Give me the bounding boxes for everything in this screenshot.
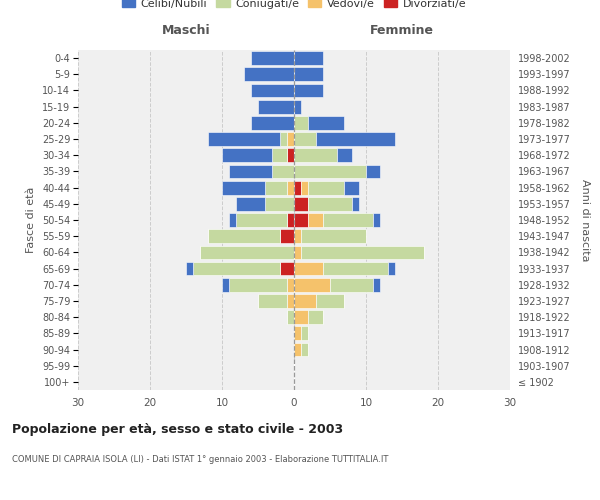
Text: Femmine: Femmine <box>370 24 434 37</box>
Text: Popolazione per età, sesso e stato civile - 2003: Popolazione per età, sesso e stato civil… <box>12 422 343 436</box>
Bar <box>265 180 287 194</box>
Bar <box>337 148 352 162</box>
Bar <box>287 132 294 146</box>
Bar <box>301 342 308 356</box>
Bar <box>280 132 287 146</box>
Text: Maschi: Maschi <box>161 24 211 37</box>
Bar <box>294 213 308 227</box>
Bar <box>236 213 287 227</box>
Bar <box>294 100 301 114</box>
Bar <box>258 100 294 114</box>
Bar <box>294 132 316 146</box>
Bar <box>280 230 294 243</box>
Bar <box>308 116 344 130</box>
Bar <box>308 197 352 210</box>
Bar <box>294 326 301 340</box>
Bar <box>208 230 280 243</box>
Bar <box>294 262 323 276</box>
Bar <box>294 197 308 210</box>
Bar <box>352 197 359 210</box>
Bar <box>222 278 229 291</box>
Bar <box>229 164 272 178</box>
Bar <box>272 148 287 162</box>
Bar <box>366 164 380 178</box>
Bar <box>280 262 294 276</box>
Bar <box>388 262 395 276</box>
Bar <box>265 197 294 210</box>
Bar <box>308 180 344 194</box>
Bar <box>294 148 337 162</box>
Bar <box>330 278 373 291</box>
Bar <box>208 132 280 146</box>
Bar <box>236 197 265 210</box>
Bar <box>373 213 380 227</box>
Bar <box>287 278 294 291</box>
Bar <box>294 246 301 260</box>
Bar <box>294 180 301 194</box>
Bar <box>301 180 308 194</box>
Bar <box>251 84 294 98</box>
Bar <box>323 213 373 227</box>
Bar <box>308 213 323 227</box>
Bar <box>251 116 294 130</box>
Bar <box>287 310 294 324</box>
Bar <box>294 68 323 81</box>
Bar <box>301 326 308 340</box>
Bar <box>229 213 236 227</box>
Bar <box>323 262 388 276</box>
Bar <box>251 51 294 65</box>
Bar <box>294 342 301 356</box>
Bar <box>316 294 344 308</box>
Bar <box>222 148 272 162</box>
Bar <box>193 262 280 276</box>
Bar <box>301 246 424 260</box>
Bar <box>294 310 308 324</box>
Y-axis label: Anni di nascita: Anni di nascita <box>580 179 590 261</box>
Bar <box>186 262 193 276</box>
Bar <box>229 278 287 291</box>
Bar <box>244 68 294 81</box>
Y-axis label: Fasce di età: Fasce di età <box>26 187 37 253</box>
Bar <box>287 213 294 227</box>
Bar <box>294 294 316 308</box>
Bar <box>294 51 323 65</box>
Bar <box>308 310 323 324</box>
Bar <box>294 278 330 291</box>
Bar <box>294 84 323 98</box>
Bar <box>294 230 301 243</box>
Bar <box>287 180 294 194</box>
Bar <box>294 116 308 130</box>
Bar <box>316 132 395 146</box>
Bar <box>294 164 366 178</box>
Bar <box>222 180 265 194</box>
Legend: Celibi/Nubili, Coniugati/e, Vedovi/e, Divorziati/e: Celibi/Nubili, Coniugati/e, Vedovi/e, Di… <box>118 0 470 13</box>
Bar <box>301 230 366 243</box>
Bar <box>200 246 294 260</box>
Bar <box>373 278 380 291</box>
Bar <box>287 148 294 162</box>
Bar <box>344 180 359 194</box>
Text: COMUNE DI CAPRAIA ISOLA (LI) - Dati ISTAT 1° gennaio 2003 - Elaborazione TUTTITA: COMUNE DI CAPRAIA ISOLA (LI) - Dati ISTA… <box>12 455 388 464</box>
Bar <box>258 294 287 308</box>
Bar <box>287 294 294 308</box>
Bar <box>272 164 294 178</box>
